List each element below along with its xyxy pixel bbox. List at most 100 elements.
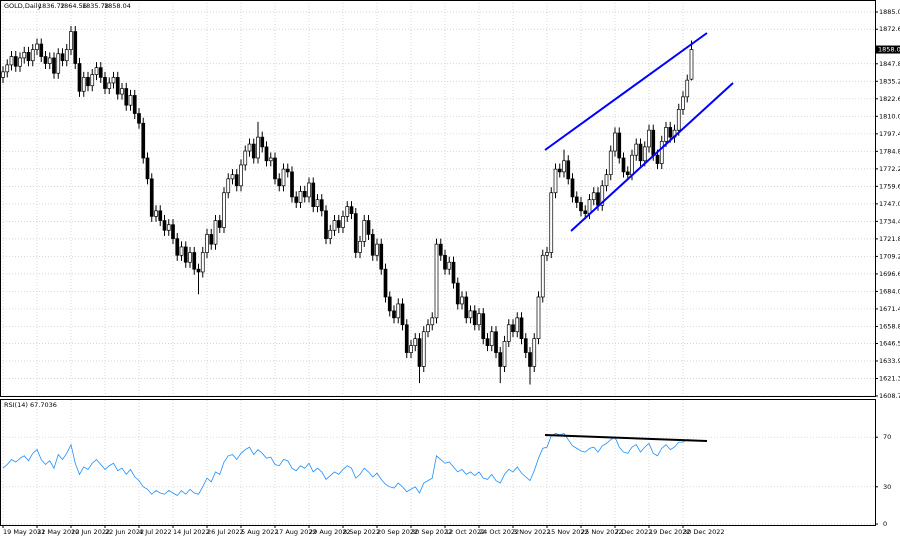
- candle-body: [685, 79, 690, 98]
- x-tick-label: 15 Nov 2022: [547, 528, 589, 536]
- candle-body: [264, 146, 269, 162]
- candle-body: [506, 324, 511, 342]
- candle-body: [230, 174, 235, 180]
- candle-body: [349, 206, 354, 214]
- candle-body: [239, 164, 243, 187]
- candle-body: [94, 67, 99, 75]
- candle-body: [111, 77, 116, 84]
- candle-body: [154, 210, 158, 217]
- candle-body: [447, 261, 452, 270]
- y-tick-label: 1772.2: [879, 165, 900, 173]
- rsi-tick-label: 0: [883, 520, 887, 528]
- candle-body: [200, 252, 205, 273]
- candle-body: [243, 150, 248, 166]
- candle-body: [77, 63, 82, 92]
- candle-body: [1, 71, 5, 78]
- candle-body: [375, 243, 379, 256]
- candle-body: [489, 331, 494, 346]
- candle-body: [613, 132, 617, 152]
- price-panel-frame: [0, 0, 876, 397]
- candle-body: [324, 210, 328, 239]
- candle-body: [13, 56, 18, 67]
- candle-body: [583, 210, 588, 214]
- candle-body: [392, 310, 396, 319]
- candle-body: [647, 129, 651, 148]
- y-tick-label: 1684.00: [879, 287, 900, 295]
- channel-lower: [570, 82, 734, 232]
- x-tick-label: 4 Jul 2022: [139, 528, 172, 536]
- candle-body: [137, 113, 141, 124]
- candle-body: [608, 150, 613, 176]
- candle-body: [179, 246, 184, 256]
- candle-body: [523, 338, 528, 353]
- axes: 1885.05 1872.65 1847.8 1835.2 1822.6 1810.00 1…: [2, 8, 900, 536]
- price-label: 1858.04: [878, 46, 900, 54]
- candle-body: [192, 252, 197, 270]
- candle-body: [634, 143, 639, 156]
- price-label-box: [876, 45, 900, 54]
- y-tick-label: 1621.35: [879, 374, 900, 382]
- candle-body: [302, 191, 307, 198]
- candle-body: [540, 254, 545, 298]
- candle-body: [498, 352, 503, 367]
- candle-body: [421, 331, 426, 367]
- candle-body: [18, 57, 22, 67]
- candle-body: [519, 317, 524, 340]
- y-tick-label: 1608.75: [879, 392, 900, 400]
- candle-body: [260, 136, 265, 148]
- x-tick-label: 26 Jul 2022: [207, 528, 244, 536]
- x-tick-label: 30 Sep 2022: [411, 528, 452, 536]
- candle-body: [145, 157, 150, 180]
- candle-body: [579, 202, 583, 212]
- candle-body: [56, 53, 61, 74]
- candle-body: [689, 49, 694, 80]
- rsi-tick-label: 70: [883, 433, 891, 441]
- rsi-title: RSI(14): [4, 401, 28, 409]
- x-tick-label: 25 Nov 2022: [581, 528, 623, 536]
- y-tick-label: 1747.00: [879, 200, 900, 208]
- candle-body: [64, 49, 69, 62]
- candle-body: [251, 143, 256, 159]
- candle-body: [226, 178, 231, 194]
- candle-body: [141, 122, 146, 159]
- candle-body: [120, 88, 124, 95]
- candle-body: [379, 243, 384, 270]
- candle-body: [52, 57, 56, 74]
- candle-body: [196, 268, 201, 273]
- candle-body: [298, 191, 303, 203]
- candle-body: [132, 95, 137, 114]
- chart-title: GOLD,Daily: [4, 2, 41, 10]
- candle-body: [604, 174, 609, 187]
- candle-body: [591, 192, 596, 201]
- x-tick-label: 3 Nov 2022: [513, 528, 551, 536]
- header-close: 1858.04: [104, 2, 131, 10]
- x-tick-label: 8 Sep 2022: [343, 528, 380, 536]
- x-tick-label: 24 Oct 2022: [479, 528, 519, 536]
- candle-body: [468, 310, 473, 319]
- candle-body: [451, 261, 456, 284]
- candle-body: [35, 43, 39, 50]
- candle-body: [294, 196, 299, 203]
- candle-body: [281, 168, 286, 187]
- candle-body: [485, 338, 490, 346]
- candle-body: [370, 234, 375, 256]
- candle-body: [434, 243, 439, 319]
- candle-body: [617, 132, 622, 159]
- y-tick-label: 1784.8: [879, 147, 900, 155]
- channel-upper: [544, 32, 708, 151]
- candle-body: [553, 168, 558, 194]
- candle-body: [307, 182, 311, 198]
- candle-body: [417, 338, 422, 367]
- candle-body: [404, 324, 409, 353]
- candle-body: [73, 31, 78, 64]
- y-tick-label: 1709.2: [879, 252, 900, 260]
- rsi-trendline: [544, 434, 708, 442]
- candle-body: [30, 49, 35, 62]
- candle-body: [103, 77, 107, 89]
- candle-body: [277, 178, 282, 187]
- candle-body: [319, 199, 324, 212]
- candle-body: [213, 220, 218, 245]
- x-tick-label: 20 Sep 2022: [377, 528, 418, 536]
- candle-body: [5, 64, 10, 73]
- x-tick-label: 30 Dec 2022: [683, 528, 725, 536]
